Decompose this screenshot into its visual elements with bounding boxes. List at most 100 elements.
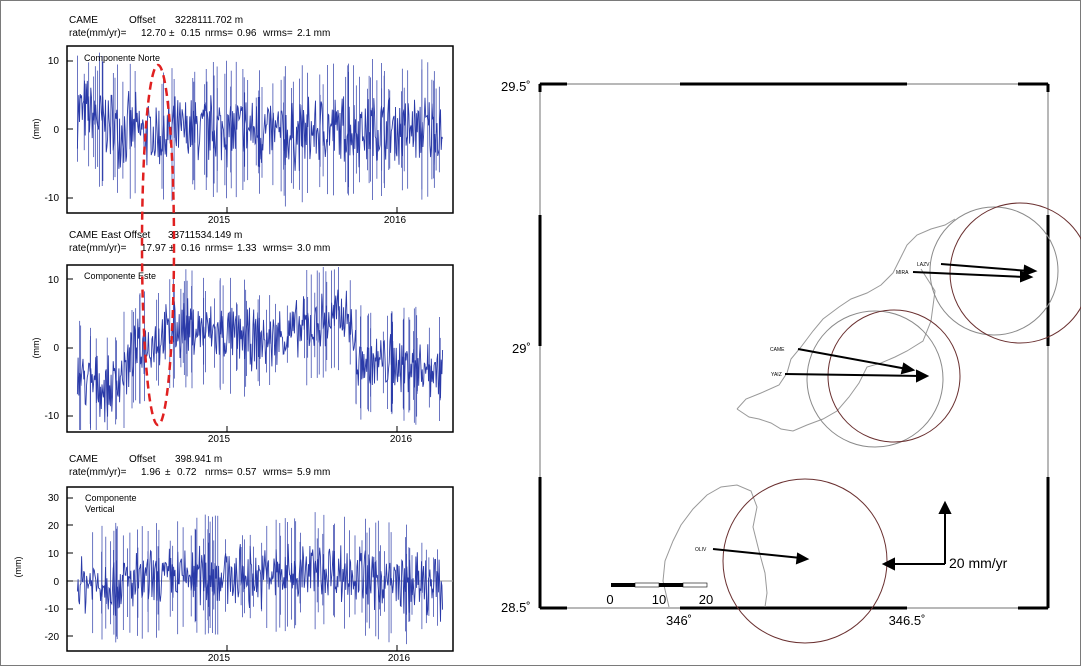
distance-scale-bar <box>611 582 708 588</box>
map-lon-label: 346˚ <box>666 613 692 628</box>
east-ylabel: (mm) <box>31 338 41 359</box>
east-wrms: 3.0 mm <box>297 243 330 254</box>
station-label-came: CAME <box>770 347 785 353</box>
vertical-ytick-label: 20 <box>48 521 60 532</box>
vertical-wrms-label: wrms= <box>262 467 293 478</box>
velocity-arrows <box>712 263 1038 565</box>
east-offset-label: East Offset <box>101 230 151 241</box>
north-wrms-label: wrms= <box>262 28 293 39</box>
map-lat-label: 29.5˚ <box>501 79 531 94</box>
map-lon-label: 346.5˚ <box>889 613 926 628</box>
east-wrms-label: wrms= <box>262 243 293 254</box>
scale-bar-label: 10 <box>652 592 666 607</box>
east-component-label: Componente Este <box>84 271 156 281</box>
arrow-yaiz-head <box>916 369 930 383</box>
north-station: CAME <box>69 15 98 26</box>
panel-vertical: CAME Offset 398.941 m rate(mm/yr)= 1.96 … <box>13 454 454 664</box>
scale-arrows <box>881 500 952 571</box>
vertical-rate-label: rate(mm/yr)= <box>69 467 127 478</box>
east-sigma: 0.16 <box>181 243 201 254</box>
vertical-nrms: 0.57 <box>237 467 257 478</box>
north-xtick-label: 2015 <box>208 215 231 226</box>
east-ytick-label: -10 <box>45 411 60 422</box>
north-wrms: 2.1 mm <box>297 28 330 39</box>
vertical-offset-label: Offset <box>129 454 156 465</box>
arrow-mira-head <box>1020 270 1034 283</box>
east-station: CAME <box>69 230 98 241</box>
vertical-xtick-label: 2016 <box>388 653 411 664</box>
east-nrms: 1.33 <box>237 243 257 254</box>
east-offset-value: 33711534.149 m <box>168 230 242 241</box>
map-lat-label: 28.5˚ <box>501 600 531 615</box>
map-frame <box>539 83 1049 609</box>
station-label-mira: MIRA <box>896 270 909 276</box>
coastline-fuerteventura <box>662 484 768 608</box>
east-ytick-label: 0 <box>53 343 59 354</box>
map-lat-label: 29˚ <box>512 341 531 356</box>
vertical-ytick-label: -10 <box>45 604 60 615</box>
north-component-label: Componente Norte <box>84 53 160 63</box>
series-line <box>76 543 444 622</box>
north-nrms: 0.96 <box>237 28 257 39</box>
error-ellipse-mira <box>929 206 1059 336</box>
vertical-offset-value: 398.941 m <box>175 454 222 465</box>
east-rate-label: rate(mm/yr)= <box>69 243 127 254</box>
series-line <box>76 289 444 423</box>
vertical-series <box>76 512 444 645</box>
panel-north: CAME Offset 3228111.702 m rate(mm/yr)= 1… <box>31 15 454 226</box>
arrow-yaiz <box>784 373 922 377</box>
arrow-lazv <box>940 263 1030 272</box>
north-ytick-label: 10 <box>48 56 60 67</box>
scale-bar-label: 0 <box>606 592 613 607</box>
arrow-came-head <box>900 362 916 375</box>
vertical-ylabel: (mm) <box>13 557 23 578</box>
vertical-ytick-label: 10 <box>48 549 60 560</box>
north-xtick-label: 2016 <box>384 215 407 226</box>
north-offset-value: 3228111.702 m <box>175 15 243 26</box>
error-ellipse-yaiz <box>827 309 961 443</box>
panel-east: CAME East Offset 33711534.149 m rate(mm/… <box>31 230 454 445</box>
vertical-sigma: 0.72 <box>177 467 197 478</box>
vertical-component-label-line1: Componente <box>85 493 137 503</box>
north-ytick-label: 0 <box>53 125 59 136</box>
vertical-wrms: 5.9 mm <box>297 467 330 478</box>
east-series <box>76 267 444 430</box>
vertical-xtick-label: 2015 <box>208 653 231 664</box>
arrow-oliv <box>712 548 802 559</box>
east-nrms-label: nrms= <box>205 243 233 254</box>
north-pm: ± <box>169 28 175 39</box>
arrow-lazv-head <box>1022 264 1038 277</box>
north-ytick-label: -10 <box>45 193 60 204</box>
highlight-ellipse <box>140 63 176 427</box>
east-rate: 17.97 <box>141 243 166 254</box>
vertical-rate: 1.96 <box>141 467 161 478</box>
vertical-nrms-label: nrms= <box>205 467 233 478</box>
arrow-mira <box>912 271 1026 278</box>
error-ellipse-came <box>806 310 944 448</box>
station-label-lazv: LAZV <box>917 262 930 268</box>
map-frame-ticks <box>538 82 1050 610</box>
arrow-oliv-head <box>795 552 810 565</box>
north-series <box>76 52 444 207</box>
arrow-came <box>797 348 908 370</box>
vertical-ytick-label: 30 <box>48 493 60 504</box>
vertical-station: CAME <box>69 454 98 465</box>
north-rate: 12.70 <box>141 28 166 39</box>
scale-bar-label: 20 <box>699 592 713 607</box>
station-label-yaiz: YAIZ <box>771 372 782 378</box>
east-pm: ± <box>169 243 175 254</box>
error-ellipse-oliv <box>722 478 888 644</box>
vertical-ytick-label: 0 <box>53 577 59 588</box>
coastline-lanzarote <box>736 218 956 432</box>
vertical-component-label-line2: Vertical <box>85 504 115 514</box>
north-ylabel: (mm) <box>31 119 41 140</box>
scale-arrow-label: 20 mm/yr <box>949 555 1008 571</box>
east-ytick-label: 10 <box>48 275 60 286</box>
east-xtick-label: 2015 <box>208 434 231 445</box>
vertical-pm: ± <box>165 467 171 478</box>
east-xtick-label: 2016 <box>390 434 413 445</box>
map-panel: 29.5˚ 29˚ 28.5˚ 346˚ 346.5˚ LAZV <box>501 79 1081 644</box>
station-label-oliv: OLIV <box>695 547 707 553</box>
